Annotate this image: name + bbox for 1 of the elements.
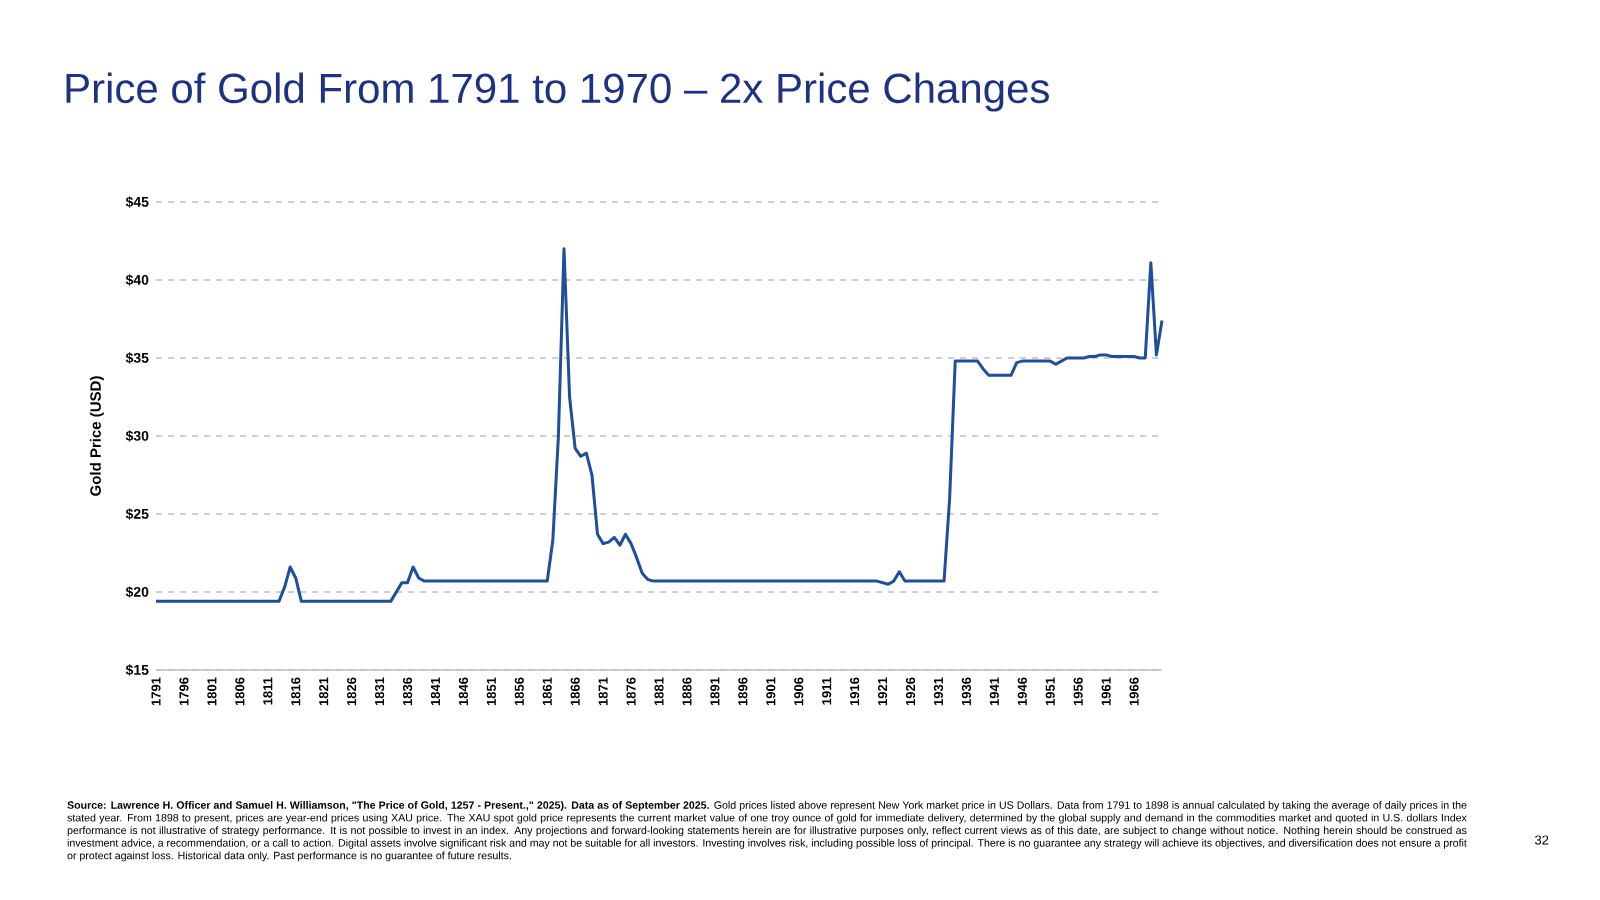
chart-title: Price of Gold From 1791 to 1970 – 2x Price Changes	[66, 72, 1049, 112]
